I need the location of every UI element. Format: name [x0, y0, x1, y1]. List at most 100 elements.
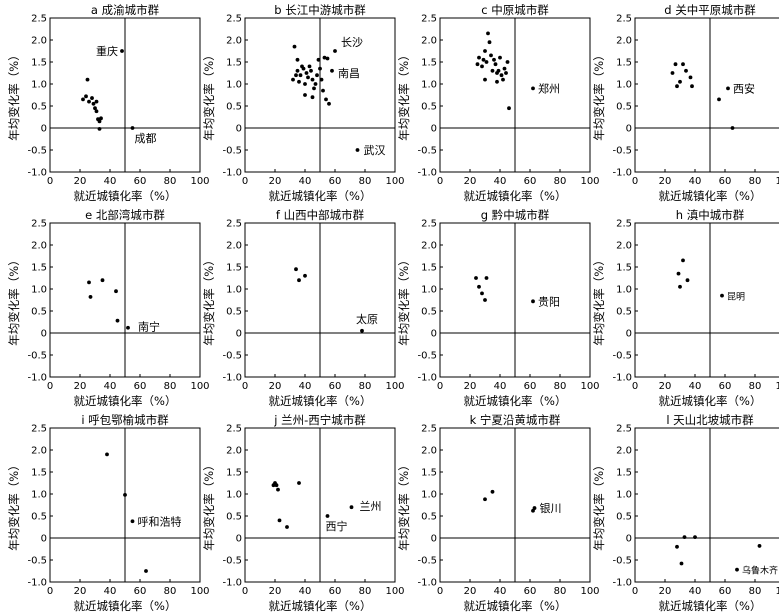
y-tick-label: 2.5 [31, 14, 47, 25]
x-axis-label: 就近城镇化率（%） [659, 189, 762, 203]
plot-frame [634, 222, 779, 378]
data-point [325, 514, 330, 518]
y-tick-label: -0.5 [612, 146, 632, 157]
data-point [349, 505, 354, 510]
data-point [99, 116, 103, 121]
data-point [486, 31, 490, 36]
x-tick-label: 60 [524, 176, 537, 187]
data-point [675, 84, 679, 89]
data-point [295, 57, 300, 62]
y-tick-label: 0.5 [421, 307, 437, 318]
data-point [325, 56, 330, 61]
chart-panel: j 兰州-西宁城市群 0 20 40 60 80 100 -1.0 -0.5 0 0.5 1.0 1.5… [195, 410, 405, 615]
data-point [484, 60, 489, 64]
plot-frame [634, 17, 779, 173]
x-tick-label: 60 [134, 586, 147, 597]
data-point [330, 68, 334, 73]
chart-panel: i 呼包鄂榆城市群 0 20 40 60 80 100 -1.0 -0.5 0 0.5 1.0 1.5 2… [0, 410, 210, 615]
x-tick-label: 20 [269, 381, 282, 392]
chart-title: d 关中平原城市群 [664, 3, 756, 17]
data-point [531, 86, 535, 91]
data-point [123, 492, 127, 497]
x-tick-label: 0 [47, 176, 53, 187]
data-point [97, 119, 102, 124]
data-point [490, 489, 495, 494]
y-tick-label: -1.0 [222, 168, 242, 179]
y-tick-label: -0.5 [417, 146, 437, 157]
y-tick-label: -0.5 [417, 351, 437, 362]
data-point [483, 497, 487, 502]
data-point [97, 126, 102, 131]
data-point [498, 55, 502, 60]
y-tick-label: 1.5 [616, 263, 632, 274]
data-point [730, 126, 735, 130]
data-point [297, 278, 301, 283]
city-label: 乌鲁木齐 [742, 565, 778, 577]
y-tick-label: 0 [41, 124, 47, 135]
data-point [490, 68, 495, 73]
data-point [93, 106, 97, 111]
y-tick-label: 1.0 [226, 285, 242, 296]
data-point [717, 97, 721, 102]
y-tick-label: 0.5 [31, 512, 47, 523]
data-point [499, 73, 504, 78]
y-tick-label: 0 [41, 534, 47, 545]
x-tick-label: 80 [554, 586, 567, 597]
scatter-plot: e 北部湾城市群 0 20 40 60 80 100 -1.0 -0.5 0 0.5 1.0 1.5 2.… [7, 208, 210, 408]
y-tick-label: -1.0 [612, 578, 632, 589]
data-point [477, 55, 481, 60]
x-tick-label: 0 [632, 176, 638, 187]
x-tick-label: 0 [242, 586, 248, 597]
x-tick-label: 0 [437, 586, 443, 597]
y-tick-label: 0 [41, 329, 47, 340]
data-point [321, 88, 325, 93]
data-point [501, 77, 505, 82]
scatter-plot: h 滇中城市群 0 20 40 60 80 100 -1.0 -0.5 0 0.5 1.0 1.5 2.0… [592, 208, 779, 408]
x-tick-label: 40 [299, 381, 312, 392]
y-tick-label: 2.5 [31, 219, 47, 230]
y-tick-label: 1.0 [226, 490, 242, 501]
y-tick-label: 1.0 [616, 80, 632, 91]
y-tick-label: 2.5 [421, 219, 437, 230]
x-tick-label: 40 [299, 586, 312, 597]
y-tick-label: 2.0 [31, 241, 47, 252]
data-point [130, 519, 135, 524]
y-tick-label: -1.0 [27, 578, 47, 589]
city-label: 武汉 [364, 144, 386, 157]
city-label: 西宁 [326, 519, 348, 533]
y-tick-label: 2.0 [616, 241, 632, 252]
x-tick-label: 0 [47, 381, 53, 392]
data-point [688, 75, 693, 80]
data-point [355, 148, 360, 152]
x-tick-label: 80 [164, 586, 177, 597]
data-point [505, 60, 510, 64]
y-tick-label: 1.5 [31, 468, 47, 479]
y-tick-label: 1.0 [421, 285, 437, 296]
data-point [276, 487, 280, 492]
city-label: 南昌 [338, 67, 360, 80]
y-tick-label: 1.0 [616, 285, 632, 296]
chart-title: a 成渝城市群 [91, 3, 160, 17]
y-tick-label: 2.5 [421, 424, 437, 435]
y-tick-label: 2.0 [226, 446, 242, 457]
data-point [105, 452, 109, 457]
data-point [681, 258, 685, 263]
y-axis-label: 年均变化率（%） [397, 254, 411, 345]
y-tick-label: 2.5 [226, 14, 242, 25]
y-tick-label: 1.0 [31, 490, 47, 501]
x-tick-label: 60 [134, 176, 147, 187]
scatter-plot: f 山西中部城市群 0 20 40 60 80 100 -1.0 -0.5 0 0.5 1.0 1.5 2… [202, 208, 405, 408]
x-tick-label: 60 [719, 381, 732, 392]
y-tick-label: -0.5 [222, 146, 242, 157]
y-tick-label: -0.5 [27, 146, 47, 157]
data-point [295, 68, 300, 73]
data-point [87, 280, 91, 285]
x-tick-label: 40 [104, 381, 117, 392]
y-tick-label: 0.5 [226, 307, 242, 318]
x-tick-label: 20 [659, 176, 672, 187]
x-tick-label: 60 [134, 381, 147, 392]
city-label: 长沙 [341, 36, 363, 49]
y-tick-label: -0.5 [612, 351, 632, 362]
data-point [298, 73, 303, 78]
